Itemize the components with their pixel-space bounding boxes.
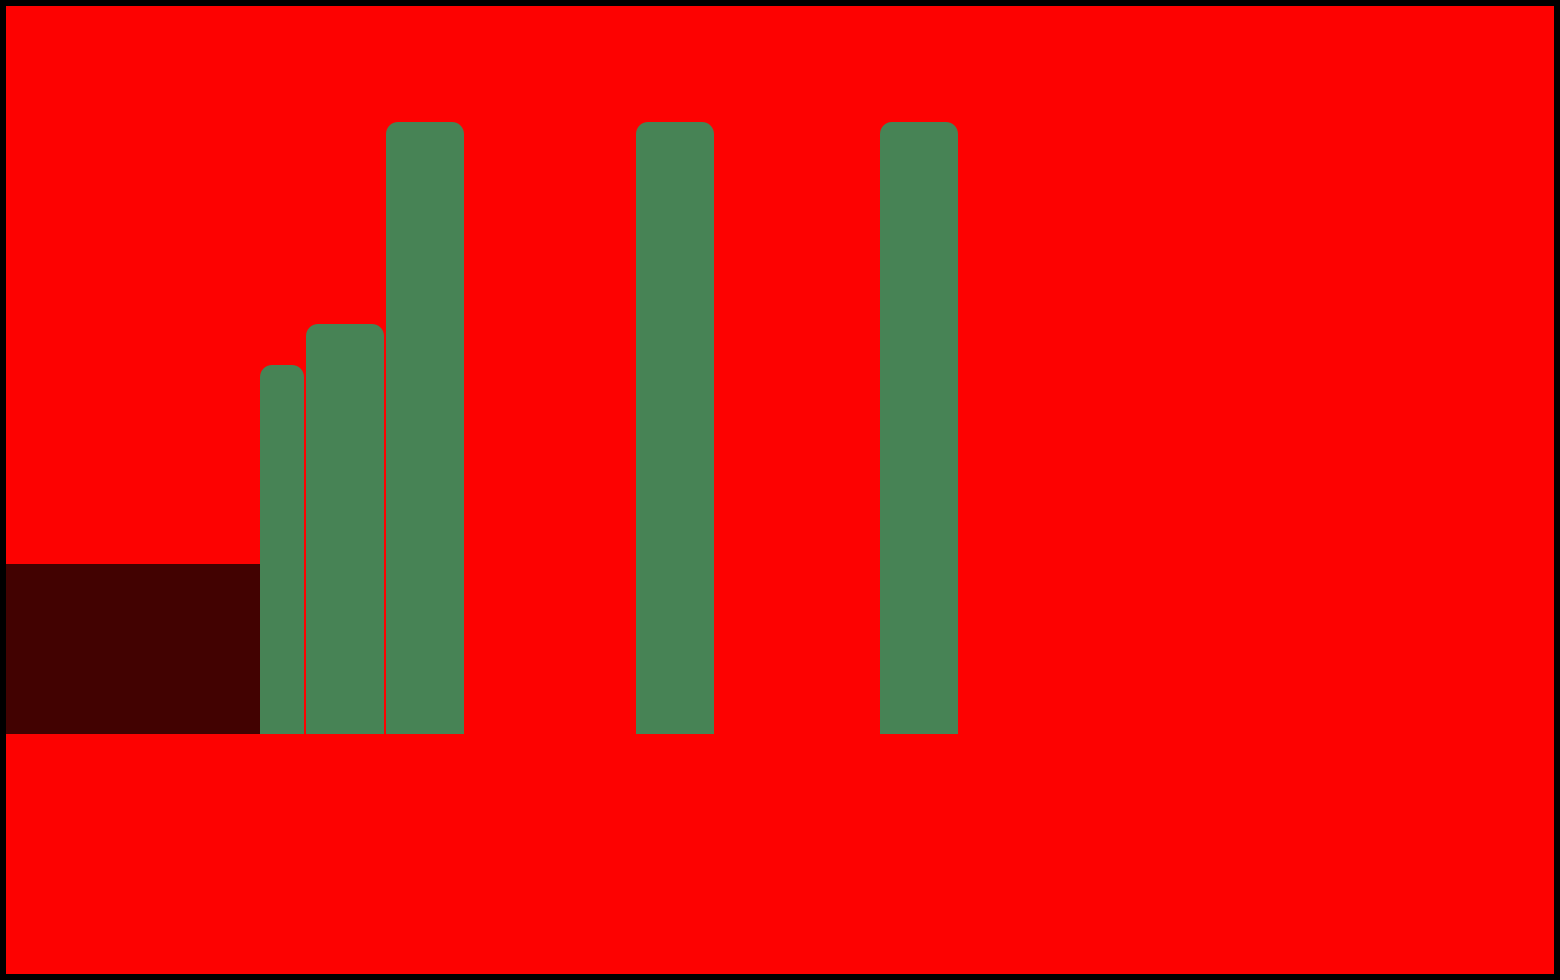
accent-block: [6, 564, 260, 734]
bar-3: [636, 122, 714, 734]
bar-4: [880, 122, 958, 734]
bar-0: [260, 365, 304, 734]
bar-2: [386, 122, 464, 734]
chart-canvas: [0, 0, 1560, 980]
bar-1: [306, 324, 384, 734]
chart-background: [6, 6, 1554, 974]
